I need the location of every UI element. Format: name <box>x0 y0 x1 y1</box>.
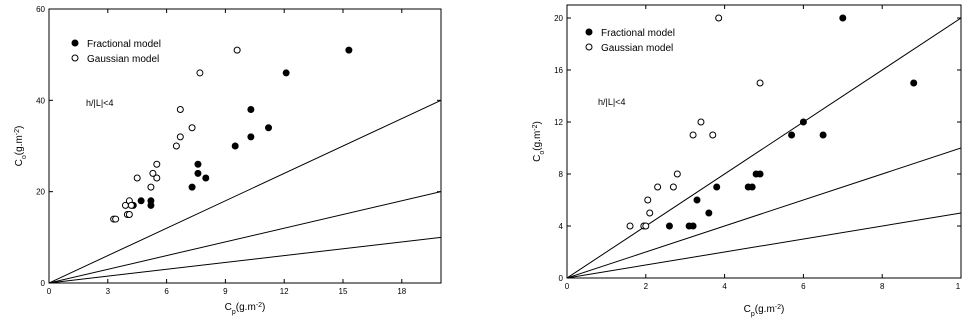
fractional-model-point <box>202 174 210 182</box>
x-tick-label: 15 <box>339 287 348 296</box>
reference-line <box>567 147 961 278</box>
fractional-model-point <box>665 222 673 230</box>
gaussian-model-point <box>112 215 120 223</box>
x-tick-label: 6 <box>801 282 806 291</box>
fractional-model-point <box>188 183 196 191</box>
gaussian-model-point <box>149 169 157 177</box>
fractional-model-point <box>345 46 353 54</box>
gaussian-model-point <box>697 118 705 126</box>
legend-marker <box>585 28 593 36</box>
x-tick-label: 8 <box>880 282 885 291</box>
fractional-model-point <box>819 131 827 139</box>
fractional-model-point <box>705 209 713 217</box>
gaussian-model-point <box>644 196 652 204</box>
gaussian-model-point <box>689 131 697 139</box>
y-tick-label: 16 <box>554 66 563 75</box>
legend-entry: Fractional model <box>87 39 161 50</box>
x-tick-label: 9 <box>223 287 228 296</box>
gaussian-model-point <box>176 105 184 113</box>
y-tick-label: 12 <box>554 118 563 127</box>
fractional-model-point <box>693 196 701 204</box>
x-axis-label: Cp(g.m-2) <box>744 304 785 318</box>
x-tick-label: 18 <box>397 287 406 296</box>
y-axis-label: Co(g.m-2) <box>14 126 28 167</box>
gaussian-model-point <box>172 142 180 150</box>
fractional-model-point <box>689 222 697 230</box>
legend-marker <box>71 39 79 47</box>
gaussian-model-point <box>756 79 764 87</box>
y-tick-label: 8 <box>559 170 564 179</box>
fractional-model-point <box>194 160 202 168</box>
gaussian-model-point <box>626 222 634 230</box>
legend-marker <box>585 43 593 51</box>
y-tick-label: 0 <box>41 279 46 288</box>
fractional-model-point <box>788 131 796 139</box>
gaussian-model-point <box>642 222 650 230</box>
reference-line <box>49 236 441 283</box>
x-tick-label: 4 <box>722 282 727 291</box>
fractional-model-point <box>265 124 273 132</box>
gaussian-model-point <box>153 174 161 182</box>
legend-entry: Fractional model <box>601 28 675 39</box>
x-tick-label: 2 <box>644 282 649 291</box>
fractional-model-point <box>137 197 145 205</box>
fractional-model-point <box>748 183 756 191</box>
fractional-model-point <box>247 105 255 113</box>
fractional-model-point <box>247 133 255 141</box>
gaussian-model-point <box>127 201 135 209</box>
legend-entry: Gaussian model <box>601 43 673 54</box>
y-tick-label: 40 <box>36 96 45 105</box>
gaussian-model-point <box>654 183 662 191</box>
y-tick-label: 0 <box>559 274 564 283</box>
gaussian-model-point <box>133 174 141 182</box>
legend-entry: Gaussian model <box>87 54 159 65</box>
fractional-model-point <box>839 14 847 22</box>
fractional-model-point <box>799 118 807 126</box>
fractional-model-point <box>147 201 155 209</box>
gaussian-model-point <box>715 14 723 22</box>
x-tick-label: 6 <box>164 287 169 296</box>
reference-line <box>49 99 441 283</box>
left-chart-panel: 0 3 6 9 12 15 18 0 20 40 60 Fractional model Gaussia… <box>14 5 442 316</box>
gaussian-model-point <box>188 124 196 132</box>
gaussian-model-point <box>709 131 717 139</box>
legend-marker <box>71 54 79 62</box>
gaussian-model-point <box>176 133 184 141</box>
x-tick-label: 0 <box>47 287 52 296</box>
gaussian-model-point <box>669 183 677 191</box>
y-tick-label: 4 <box>559 222 564 231</box>
gaussian-model-point <box>147 183 155 191</box>
y-tick-label: 20 <box>554 14 563 23</box>
fractional-model-point <box>194 169 202 177</box>
fractional-model-point <box>282 69 290 77</box>
fractional-model-point <box>231 142 239 150</box>
gaussian-model-point <box>153 160 161 168</box>
plot-frame <box>566 4 962 279</box>
plot-frame <box>48 8 442 284</box>
reference-line <box>49 191 441 283</box>
condition-annotation: h/|L|<4 <box>598 97 625 107</box>
x-tick-label: 12 <box>280 287 289 296</box>
fractional-model-point <box>756 170 764 178</box>
condition-annotation: h/|L|<4 <box>86 98 113 108</box>
fractional-model-point <box>713 183 721 191</box>
reference-line <box>567 212 961 278</box>
gaussian-model-point <box>646 209 654 217</box>
reference-line <box>567 17 961 278</box>
x-axis-label: Cp(g.m-2) <box>225 302 266 316</box>
gaussian-model-point <box>673 170 681 178</box>
y-tick-label: 60 <box>36 5 45 14</box>
x-tick-label: 1 <box>956 282 961 291</box>
y-tick-label: 20 <box>36 188 45 197</box>
x-tick-label: 3 <box>106 287 111 296</box>
fractional-model-point <box>910 79 918 87</box>
gaussian-model-point <box>196 69 204 77</box>
x-tick-label: 0 <box>565 282 570 291</box>
gaussian-model-point <box>233 46 241 54</box>
y-axis-label: Co(g.m-2) <box>532 121 546 162</box>
gaussian-model-point <box>125 211 133 218</box>
